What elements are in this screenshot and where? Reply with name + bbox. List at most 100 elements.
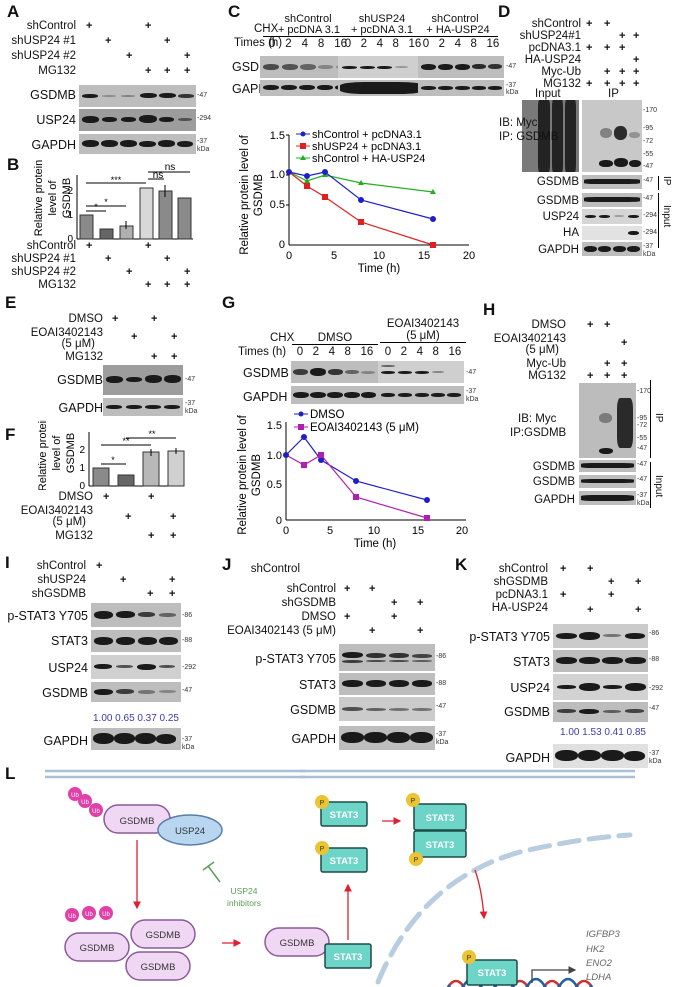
side-label-ip: IP	[653, 413, 664, 423]
blot-label: GSDMB	[42, 686, 88, 700]
western-blot-ip-ub	[582, 100, 642, 172]
plus-mark: +	[604, 18, 611, 30]
svg-text:0.5: 0.5	[267, 479, 282, 491]
svg-text:GSDMB: GSDMB	[280, 938, 315, 949]
plus-mark: +	[169, 588, 176, 600]
svg-text:Time (h): Time (h)	[354, 538, 397, 550]
plus-mark: +	[105, 35, 112, 47]
svg-text:Ub: Ub	[92, 809, 100, 815]
svg-text:STAT3: STAT3	[334, 952, 363, 963]
plus-mark: +	[151, 351, 158, 363]
blot-label: STAT3	[298, 678, 336, 692]
svg-text:0: 0	[283, 525, 289, 537]
svg-text:1.0: 1.0	[267, 450, 282, 462]
plus-mark: +	[608, 576, 615, 588]
times-label: Times (h)	[238, 346, 287, 358]
svg-text:*: *	[104, 197, 108, 207]
condition-label: MG132	[65, 351, 103, 363]
svg-text:0: 0	[279, 239, 285, 251]
plus-mark: +	[148, 530, 155, 542]
mw-marker: -37	[643, 243, 654, 250]
svg-text:0: 0	[276, 515, 282, 527]
svg-text:15: 15	[412, 525, 424, 537]
svg-text:1.5: 1.5	[267, 420, 282, 432]
mw-marker: -86	[649, 630, 660, 637]
plus-mark: +	[125, 511, 132, 523]
plus-mark: +	[170, 530, 177, 542]
group-label: DMSO	[292, 332, 378, 345]
plus-mark: +	[145, 65, 152, 77]
plus-mark: +	[344, 583, 351, 595]
svg-text:20: 20	[463, 250, 475, 262]
condition-sublabel: (5 μM)	[525, 344, 559, 356]
group-label: + pcDNA 3.1	[263, 24, 355, 37]
western-blot-gapdh-c3	[418, 80, 504, 96]
condition-label: DMSO	[531, 319, 567, 331]
condition-label: DMSO	[68, 313, 104, 325]
bar-chart-b: Relative protein level of GSDMB 0 1 2 * …	[33, 160, 193, 245]
plus-mark: +	[126, 266, 133, 278]
mw-marker: -88	[182, 637, 193, 644]
bracket-input	[658, 193, 659, 248]
western-blot-gapdh	[553, 744, 648, 768]
side-label-ip: IP	[661, 176, 672, 186]
mw-unit: kDa	[436, 739, 449, 746]
plus-mark: +	[164, 253, 171, 265]
western-blot-usp24-input	[582, 209, 642, 224]
input-label: Input	[535, 88, 561, 100]
plus-mark: +	[391, 597, 398, 609]
western-blot-usp24	[553, 674, 648, 700]
condition-label: EOAI3402143	[30, 327, 103, 339]
panel-label: G	[222, 293, 236, 312]
blot-label: GSDMB	[536, 176, 579, 188]
blot-label: p-STAT3 Y705	[7, 609, 88, 623]
western-blot-gapdh	[79, 134, 196, 154]
plus-mark: +	[169, 574, 176, 586]
mw-unit: kDa	[506, 89, 519, 96]
western-blot-usp24	[79, 109, 196, 131]
svg-text:Relative protein level of: Relative protein level of	[239, 134, 251, 254]
condition-sublabel: (5 μM)	[52, 516, 86, 528]
time-points: 0 2 4 8 16	[344, 38, 422, 50]
condition-label: shUSP24 #2	[11, 266, 76, 278]
mw-marker: -86	[182, 612, 193, 619]
svg-text:GSDMB: GSDMB	[65, 433, 77, 473]
condition-label: shGSDMB	[281, 597, 336, 609]
svg-text:0: 0	[286, 250, 292, 262]
svg-text:P: P	[411, 798, 416, 805]
mw-marker: -47	[637, 461, 648, 468]
svg-text:1: 1	[79, 463, 85, 474]
western-blot-usp24	[91, 655, 181, 679]
condition-label: EOAI3402143	[20, 505, 93, 517]
western-blot-gsdmb-g1	[291, 361, 378, 383]
svg-text:5: 5	[331, 250, 337, 262]
svg-text:1.0: 1.0	[270, 169, 285, 181]
svg-text:Ub: Ub	[102, 912, 110, 918]
svg-text:Time (h): Time (h)	[358, 263, 401, 275]
svg-text:*: *	[94, 202, 98, 212]
plus-mark: +	[560, 589, 567, 601]
mw-unit: kDa	[185, 408, 198, 415]
plus-mark: +	[151, 313, 158, 325]
plus-mark: +	[344, 611, 351, 623]
mw-marker: -37	[649, 750, 660, 757]
western-blot-stat3	[553, 650, 648, 672]
plus-mark: +	[619, 66, 626, 78]
plus-mark: +	[131, 331, 138, 343]
condition-label: shControl	[498, 563, 548, 575]
condition-label: shControl	[26, 20, 76, 32]
plus-mark: +	[587, 370, 594, 382]
condition-label: shUSP24 #1	[11, 35, 76, 47]
svg-text:USP24: USP24	[175, 826, 205, 837]
panel-label: A	[7, 2, 20, 21]
condition-label: MG132	[38, 65, 76, 77]
svg-text:ENO2: ENO2	[586, 958, 613, 969]
panel-label: F	[5, 425, 16, 444]
condition-label: shControl	[531, 18, 581, 30]
svg-text:10: 10	[373, 250, 385, 262]
svg-text:IGFBP3: IGFBP3	[586, 929, 621, 940]
svg-text:inhibitors: inhibitors	[227, 898, 261, 908]
plus-mark: +	[126, 50, 133, 62]
plus-mark: +	[112, 313, 119, 325]
mw-marker: -292	[649, 685, 664, 692]
